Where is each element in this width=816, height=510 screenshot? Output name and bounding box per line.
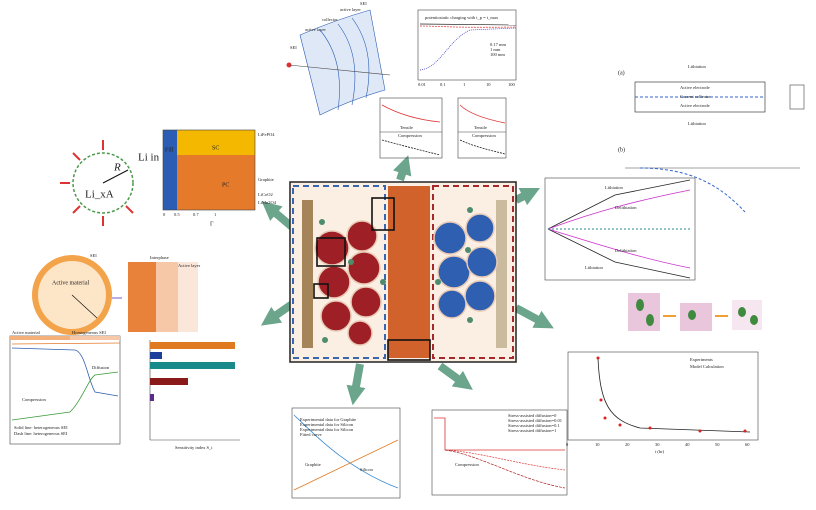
tick: 0 xyxy=(566,442,569,447)
label: Lithiation xyxy=(688,64,706,69)
label: Compression xyxy=(398,133,423,138)
label: R xyxy=(113,162,121,174)
legend: Experimental data for Silicon xyxy=(300,422,354,427)
legend: Fitted curve xyxy=(300,432,322,437)
label: SC xyxy=(212,145,219,151)
label: LiCoO2 xyxy=(258,192,273,197)
label: LiFePO4 xyxy=(258,132,275,137)
label: Active layer xyxy=(178,263,201,268)
label: Delithiation xyxy=(615,248,637,253)
label: Li_xA xyxy=(85,189,114,201)
label: Graphite xyxy=(258,177,274,182)
label: Active material xyxy=(52,280,89,286)
legend: Dash line: heterogeneous SEI xyxy=(14,431,68,436)
tick: 0.1 xyxy=(440,82,446,87)
label: Homogeneous SEI xyxy=(72,330,106,335)
tick: 60 xyxy=(745,442,750,447)
label: Active electrode xyxy=(680,103,710,108)
legend: Model Calculation xyxy=(690,364,724,369)
micrographs xyxy=(628,293,762,331)
scatter-chart: Experiments Model Calculation 0 10 20 30… xyxy=(566,351,759,454)
label: active layer xyxy=(340,7,361,12)
active-particle: Active material SEI Interphase Active la… xyxy=(32,253,201,335)
axis-label: t (hr) xyxy=(655,449,665,454)
beams: (a) Lithiation Active electrode Current … xyxy=(618,64,805,213)
legend: Stress-assisted diffusion=0 xyxy=(508,413,557,418)
label: Graphite xyxy=(305,462,321,467)
label: Lithiation xyxy=(585,265,603,270)
tick: 30 xyxy=(655,442,660,447)
label: Compression xyxy=(455,462,480,467)
label: Lithiation xyxy=(605,185,623,190)
arc-diagram: SEI active layer collector active layer … xyxy=(286,1,391,116)
battery xyxy=(289,181,517,363)
tick: 0.5 xyxy=(174,212,180,217)
tick: 50 xyxy=(715,442,720,447)
label: PC xyxy=(222,182,229,188)
label: Current collector xyxy=(680,94,711,99)
axis-label: Γ xyxy=(210,221,214,227)
label: Lithiation xyxy=(688,121,706,126)
legend: Solid line: heterogeneous SEI xyxy=(14,425,68,430)
label: Compression xyxy=(472,133,497,138)
tick: 1 xyxy=(463,82,465,87)
label: Compression xyxy=(22,397,47,402)
tick: 20 xyxy=(625,442,630,447)
twin-charts: Tensile Compression Tensile Compression xyxy=(379,97,507,159)
stress-chart: Experimental data for Graphite Experimen… xyxy=(291,407,401,499)
tick: 0.7 xyxy=(193,212,199,217)
label: SEI xyxy=(290,45,297,50)
tick: 100 xyxy=(508,82,516,87)
phase-map: Fill SC PC LiFePO4 Graphite LiCoO2 LiMn2… xyxy=(162,129,277,227)
label: SEI xyxy=(90,253,97,258)
legend: Experiments xyxy=(690,357,713,362)
tick: 10 xyxy=(486,82,491,87)
bar-chart: Sensitivity index S_i xyxy=(149,340,240,450)
label: (a) xyxy=(618,69,625,76)
particle-panel: Li in R Li_xA xyxy=(60,140,160,226)
label: Li in xyxy=(138,152,160,164)
tick: 40 xyxy=(685,442,690,447)
title: potentiostatic charging with t_p = t_max xyxy=(425,15,499,20)
legend: Stress-assisted diffusion=0.01 xyxy=(508,418,562,423)
label: LiMn2O4 xyxy=(258,200,277,205)
legend: Experimental data for Graphite xyxy=(300,417,356,422)
tick: 1 xyxy=(214,212,216,217)
legend: 100 mm xyxy=(490,52,505,57)
axis-label: Sensitivity index S_i xyxy=(175,445,213,450)
label: Interphase xyxy=(150,255,169,260)
tick: 10 xyxy=(595,442,600,447)
compression-chart: Compression Stress-assisted diffusion=0 … xyxy=(431,409,568,496)
top-chart: potentiostatic charging with t_p = t_max… xyxy=(417,9,517,87)
label: Active material xyxy=(12,330,41,335)
label: Diffusion xyxy=(92,365,110,370)
label: SEI xyxy=(360,1,367,6)
label: (b) xyxy=(618,146,625,153)
label: Active electrode xyxy=(680,85,710,90)
legend: 0.17 mm xyxy=(490,42,507,47)
legend: Experimental data for Silicon xyxy=(300,427,354,432)
label: Silicon xyxy=(360,467,374,472)
label: Delithiation xyxy=(615,205,637,210)
label: Fill xyxy=(165,147,174,153)
label: Tensile xyxy=(400,125,413,130)
legend: Stress-assisted diffusion=0.1 xyxy=(508,423,560,428)
label: active layer xyxy=(305,27,326,32)
tick: 0.01 xyxy=(418,82,426,87)
legend: 1 mm xyxy=(490,47,501,52)
sei-chart: Active material Homogeneous SEI Diffusio… xyxy=(9,330,121,445)
label: collector xyxy=(322,17,338,22)
strain-chart: Lithiation Delithiation Delithiation Lit… xyxy=(544,177,696,281)
label: Tensile xyxy=(474,125,487,130)
tick: 0 xyxy=(163,212,166,217)
legend: Stress-assisted diffusion=1 xyxy=(508,428,556,433)
